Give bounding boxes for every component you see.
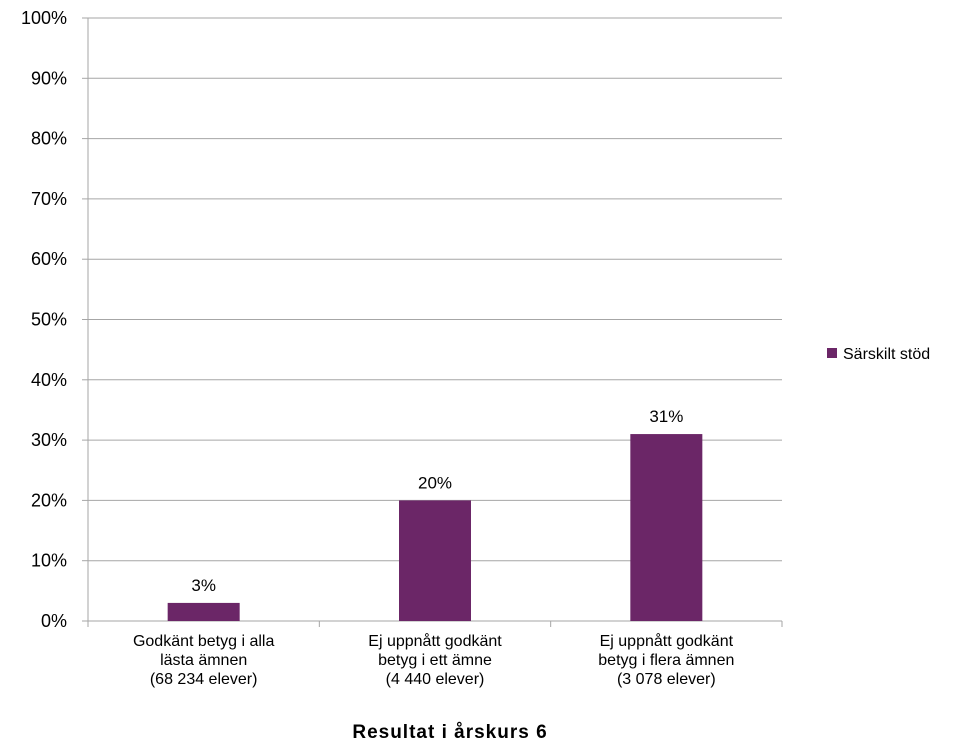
data-labels: 3% 20% 31% [191, 407, 683, 595]
bars [167, 434, 703, 621]
legend-label-sarskilt-stod: Särskilt stöd [843, 346, 930, 363]
data-label: 3% [191, 576, 216, 595]
x-axis-title: Resultat i årskurs 6 [352, 722, 547, 743]
bar [630, 434, 703, 621]
category-label: Ej uppnått godkänt betyg i ett ämne (4 440… [368, 632, 502, 688]
y-tick-label: 100% [21, 8, 67, 28]
y-tick-label: 50% [31, 310, 67, 330]
bar [399, 500, 471, 621]
y-tick-label: 70% [31, 189, 67, 209]
category-labels: Godkänt betyg i alla lästa ämnen (68 234 e… [133, 632, 734, 688]
data-label: 31% [649, 407, 683, 426]
y-tick-label: 80% [31, 129, 67, 149]
data-label: 20% [418, 473, 452, 492]
y-axis-ticks: 0% 10% 20% 30% 40% 50% 60% 70% 80% 90% 100% [21, 8, 88, 631]
y-tick-label: 60% [31, 249, 67, 269]
category-label: Godkänt betyg i alla lästa ämnen (68 234 e… [133, 633, 275, 688]
y-tick-label: 20% [31, 490, 67, 510]
y-tick-label: 90% [31, 68, 67, 88]
category-label: Ej uppnått godkänt betyg i flera ämnen (3 … [598, 632, 734, 688]
y-tick-label: 10% [31, 551, 67, 571]
y-tick-label: 0% [41, 611, 67, 631]
y-tick-label: 40% [31, 370, 67, 390]
legend: Särskilt stöd [827, 346, 930, 363]
legend-swatch-sarskilt-stod [827, 348, 837, 358]
gridlines [88, 17, 782, 562]
y-tick-label: 30% [31, 430, 67, 450]
bar [167, 602, 240, 621]
